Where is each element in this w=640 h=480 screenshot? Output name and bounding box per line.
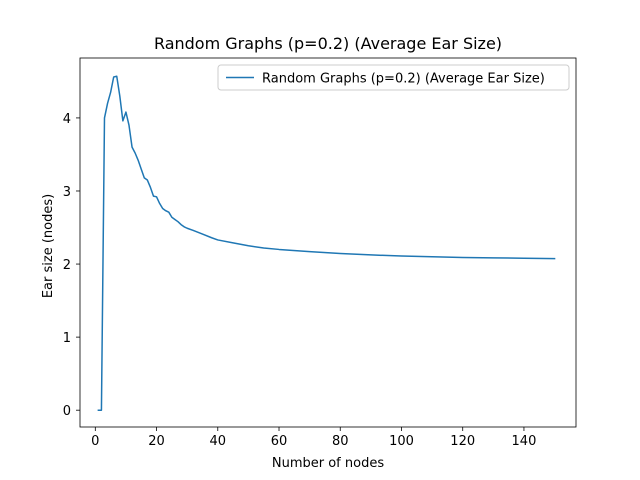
- x-tick-label: 100: [389, 434, 414, 449]
- y-tick-label: 1: [63, 331, 71, 346]
- legend-entry-label: Random Graphs (p=0.2) (Average Ear Size): [262, 72, 545, 87]
- plot-frame: [79, 57, 577, 428]
- x-tick-label: 80: [332, 434, 349, 449]
- x-tick-label: 120: [450, 434, 475, 449]
- legend: Random Graphs (p=0.2) (Average Ear Size): [217, 64, 570, 91]
- y-tick-label: 2: [63, 258, 71, 273]
- x-tick-label: 40: [210, 434, 227, 449]
- y-axis-label: Ear size (nodes): [41, 194, 56, 298]
- x-tick-label: 140: [512, 434, 537, 449]
- plot-area: 0 20 40 60 80 100 120 140 0 1 2 3 4: [63, 57, 577, 449]
- y-tick-label: 4: [63, 112, 71, 127]
- series-line-0: [97, 75, 556, 411]
- legend-box: [217, 64, 570, 91]
- y-tick-label: 0: [63, 404, 71, 419]
- x-tick-label: 0: [91, 434, 99, 449]
- chart-title: Random Graphs (p=0.2) (Average Ear Size): [154, 34, 502, 53]
- x-tick-label: 60: [271, 434, 288, 449]
- x-tick-label: 20: [148, 434, 165, 449]
- y-tick-label: 3: [63, 185, 71, 200]
- x-axis-label: Number of nodes: [272, 456, 384, 471]
